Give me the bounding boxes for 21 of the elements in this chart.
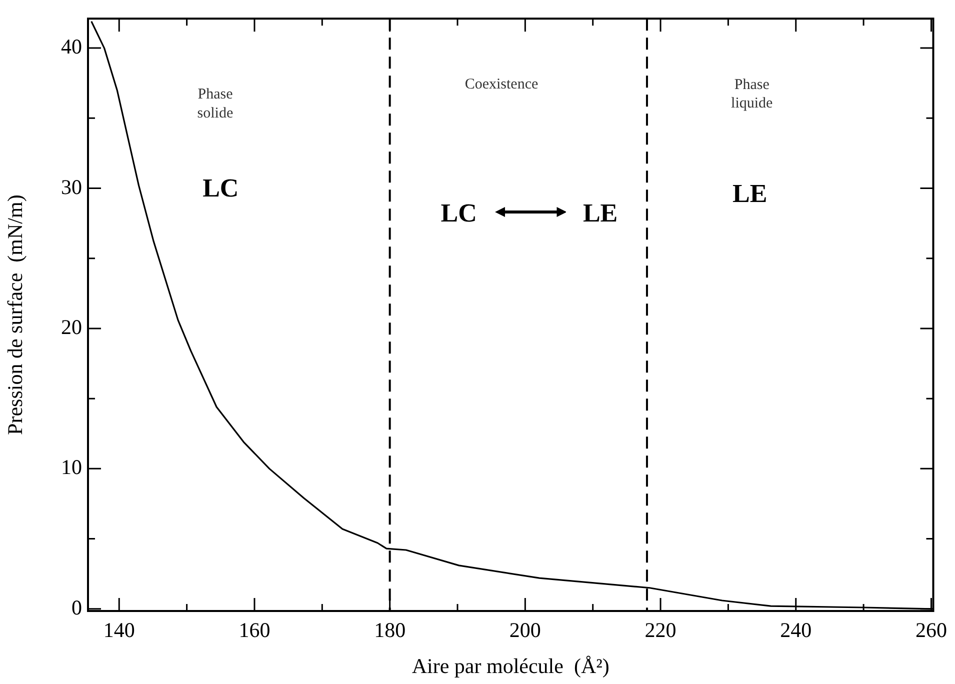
- annotation: LC: [440, 198, 477, 228]
- x-tick-label: 160: [238, 618, 270, 642]
- annotation: Phase liquide: [731, 76, 774, 112]
- annotation: LE: [582, 198, 618, 228]
- x-tick-label: 200: [509, 618, 541, 642]
- y-tick-label: 20: [61, 314, 82, 339]
- x-tick-label: 180: [374, 618, 406, 642]
- annotation: Phase solide: [197, 86, 234, 122]
- y-axis-title: Pression de surface (mN/m): [3, 194, 28, 435]
- annotation: LE: [732, 178, 768, 208]
- annotation: Coexistence: [464, 76, 538, 92]
- x-axis-title: Aire par molécule (Å²): [412, 654, 610, 678]
- annotation: LC: [202, 173, 239, 202]
- y-tick-label: 0: [72, 595, 82, 620]
- y-tick-label: 40: [61, 34, 82, 59]
- y-tick-label: 10: [61, 455, 82, 480]
- x-tick-label: 240: [780, 618, 812, 642]
- x-tick-label: 140: [103, 618, 135, 642]
- x-tick-label: 260: [915, 618, 947, 642]
- y-tick-label: 30: [61, 174, 82, 199]
- x-tick-label: 220: [644, 618, 676, 642]
